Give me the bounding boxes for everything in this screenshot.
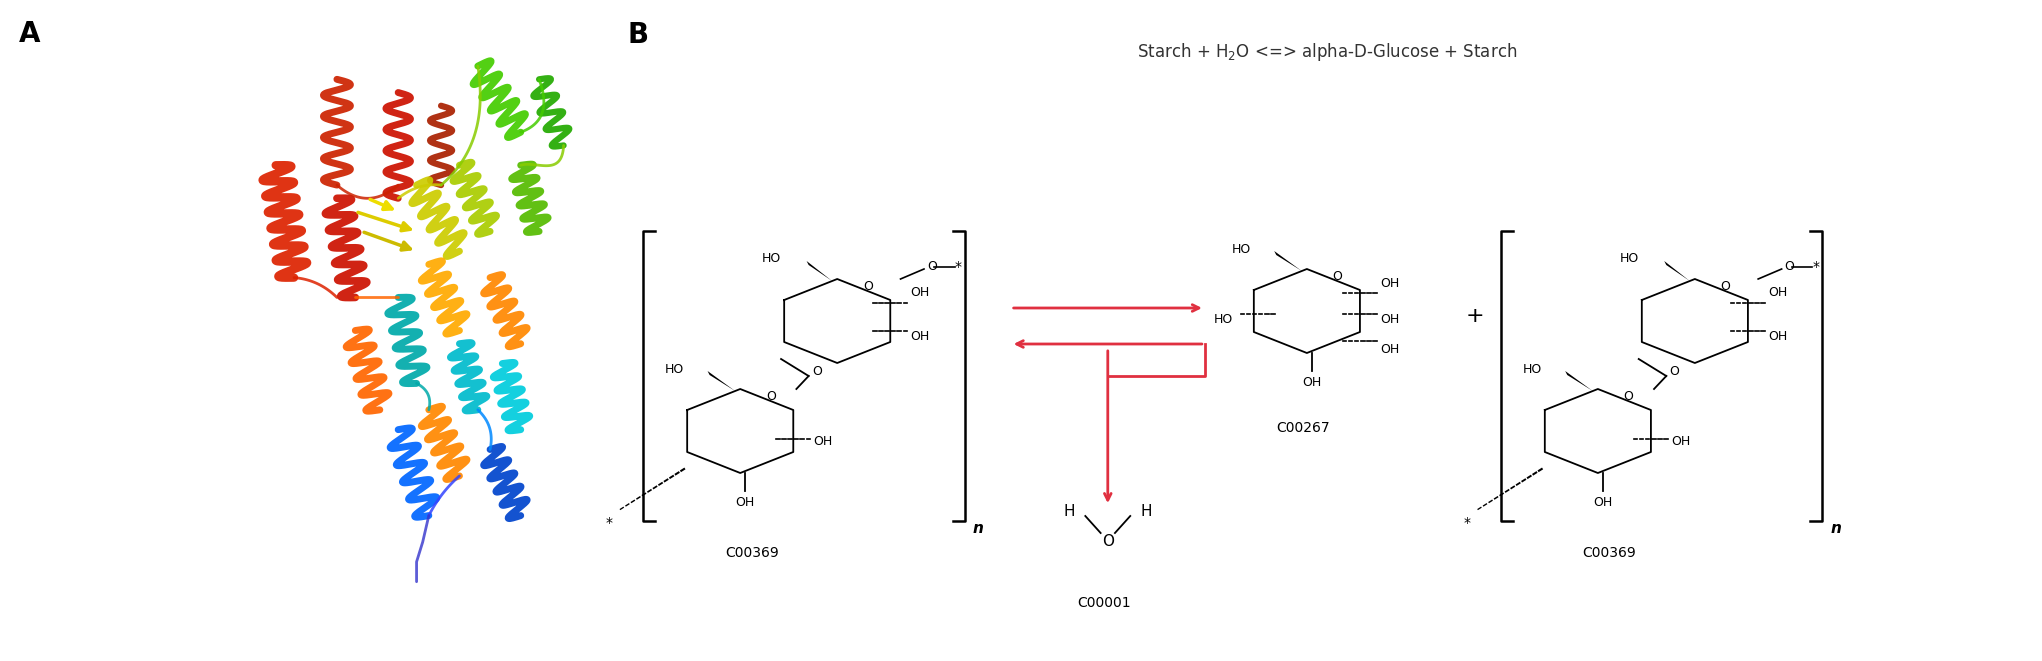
Text: A: A [18,20,41,48]
Polygon shape [807,261,831,281]
Text: OH: OH [911,286,929,299]
Text: OH: OH [1303,376,1321,389]
Text: n: n [1830,521,1842,536]
Text: *: * [606,516,613,530]
Text: Starch + H$_2$O <=> alpha-D-Glucose + Starch: Starch + H$_2$O <=> alpha-D-Glucose + St… [1137,41,1517,63]
Text: O: O [1623,389,1634,403]
Text: +: + [1466,306,1485,326]
Text: OH: OH [1670,434,1691,447]
Text: OH: OH [813,434,833,447]
Text: H: H [1141,504,1152,518]
Polygon shape [1564,371,1593,391]
Text: C00369: C00369 [1583,546,1636,560]
Polygon shape [1274,251,1303,271]
Text: OH: OH [911,329,929,342]
Text: OH: OH [1380,313,1399,325]
Polygon shape [707,371,735,391]
Text: O: O [1333,270,1342,282]
Text: HO: HO [1523,362,1542,375]
Text: *: * [1811,260,1819,274]
Text: C00001: C00001 [1076,596,1131,610]
Text: OH: OH [1380,276,1399,290]
Text: O: O [1670,364,1679,377]
Text: O: O [1103,533,1113,549]
Text: O: O [1721,280,1730,293]
Text: HO: HO [666,362,684,375]
Text: C00267: C00267 [1276,421,1329,435]
Text: OH: OH [1768,286,1787,299]
Text: B: B [627,21,649,49]
Text: *: * [1464,516,1470,530]
Text: O: O [766,389,776,403]
Text: HO: HO [762,253,780,266]
Text: O: O [864,280,872,293]
Text: O: O [1785,260,1795,272]
Polygon shape [1664,261,1689,281]
Text: H: H [1064,504,1074,518]
Text: O: O [813,364,821,377]
Text: n: n [972,521,984,536]
Text: C00369: C00369 [725,546,778,560]
Text: OH: OH [735,496,756,509]
Text: HO: HO [1231,243,1250,256]
Text: OH: OH [1768,329,1787,342]
Text: HO: HO [1619,253,1638,266]
Text: O: O [927,260,937,272]
Text: HO: HO [1215,313,1233,325]
Text: *: * [954,260,962,274]
Text: OH: OH [1593,496,1613,509]
Text: OH: OH [1380,342,1399,356]
